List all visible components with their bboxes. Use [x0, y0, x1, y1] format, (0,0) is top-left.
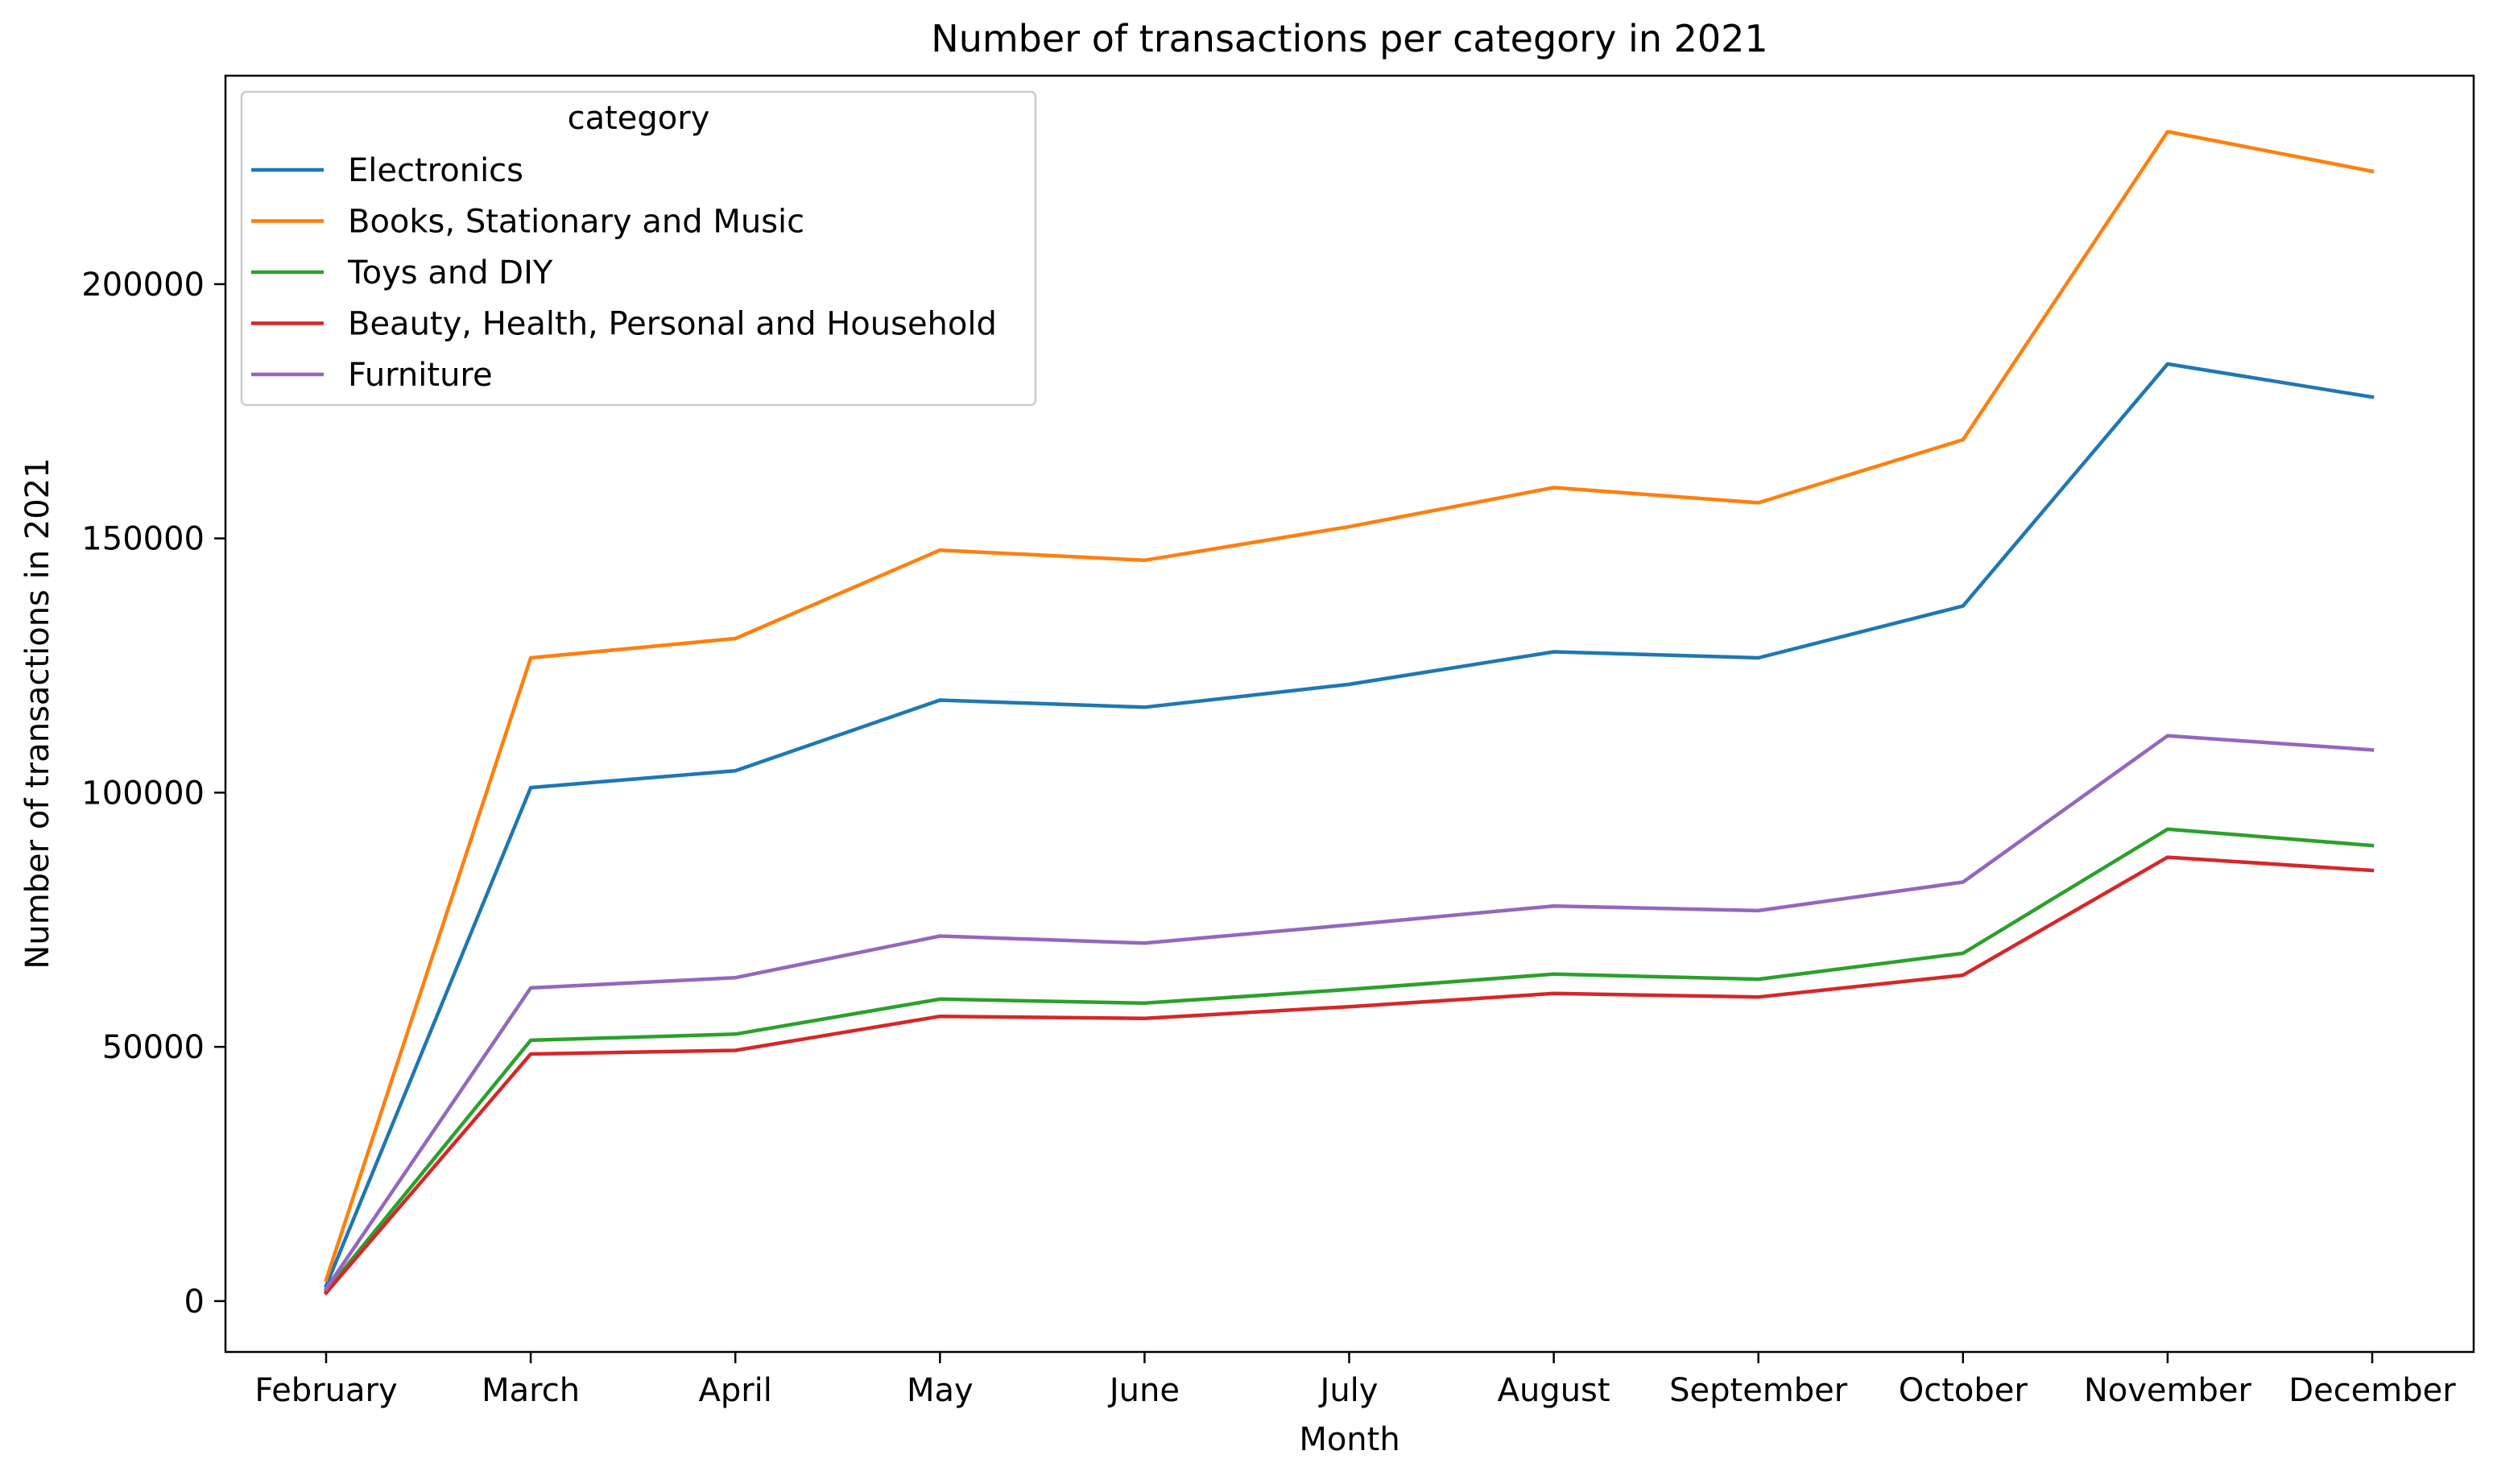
data-point: [529, 786, 533, 790]
x-tick-label: May: [907, 1372, 974, 1409]
chart-title: Number of transactions per category in 2…: [931, 17, 1767, 60]
data-point: [1756, 978, 1760, 982]
data-point: [938, 548, 942, 552]
x-tick-label: August: [1498, 1372, 1610, 1409]
data-point: [938, 934, 942, 938]
data-point: [938, 1015, 942, 1019]
data-point: [734, 1032, 738, 1036]
series-1: [324, 362, 2375, 1288]
data-point: [529, 1052, 533, 1056]
x-axis: February March April May June July August Septe…: [254, 1352, 2456, 1409]
data-point: [1961, 438, 1965, 442]
data-point: [325, 1287, 328, 1291]
y-tick-label: 0: [184, 1284, 205, 1321]
data-point: [1143, 1001, 1147, 1005]
y-tick-label: 100000: [81, 775, 205, 812]
series-line: [323, 827, 2375, 1294]
data-point: [734, 637, 738, 641]
data-point: [1347, 525, 1351, 529]
data-point: [1552, 972, 1556, 976]
data-point: [1143, 705, 1147, 709]
x-tick-label: March: [482, 1372, 580, 1409]
series-5: [323, 734, 2375, 1292]
series-2: [324, 130, 2375, 1283]
x-axis-label: Month: [1299, 1421, 1399, 1458]
data-point: [1143, 558, 1147, 562]
x-tick-label: April: [698, 1372, 771, 1409]
data-point: [734, 769, 738, 773]
legend-entries: Electronics Books, Stationary and Music To…: [251, 152, 997, 394]
data-point: [1347, 987, 1351, 991]
legend: category Electronics Books, Stationary an…: [240, 90, 1037, 407]
legend-label: Furniture: [348, 357, 493, 394]
y-tick-label: 150000: [81, 521, 205, 558]
data-point: [529, 656, 533, 660]
y-tick-label: 50000: [102, 1029, 205, 1066]
data-point: [2165, 734, 2169, 738]
data-point: [1552, 991, 1556, 995]
x-tick-label: September: [1669, 1372, 1848, 1409]
data-point: [1347, 682, 1351, 686]
data-point: [1552, 486, 1556, 490]
series-line: [324, 362, 2375, 1288]
data-point: [325, 1291, 328, 1295]
legend-label: Toys and DIY: [347, 254, 553, 291]
data-point: [2371, 748, 2374, 752]
data-point: [734, 1048, 738, 1052]
data-point: [529, 1038, 533, 1042]
legend-box: [240, 90, 1037, 407]
x-tick-label: October: [1899, 1372, 2028, 1409]
data-point: [529, 986, 533, 990]
legend-label: Electronics: [348, 152, 523, 189]
series-3: [323, 827, 2375, 1294]
data-point: [2165, 130, 2169, 134]
data-point: [2371, 868, 2374, 872]
series-line: [323, 855, 2375, 1296]
data-point: [938, 997, 942, 1001]
data-point: [1961, 604, 1965, 608]
data-point: [2165, 362, 2169, 366]
data-point: [938, 698, 942, 702]
data-point: [2165, 855, 2169, 859]
data-point: [1961, 880, 1965, 884]
y-axis: 0 50000 100000 150000 200000: [81, 267, 225, 1321]
data-point: [1552, 904, 1556, 908]
series-layer: [323, 130, 2375, 1296]
data-point: [2371, 844, 2374, 848]
x-tick-label: June: [1107, 1372, 1180, 1409]
series-4: [323, 855, 2375, 1296]
data-point: [734, 976, 738, 980]
data-point: [1961, 973, 1965, 978]
data-point: [1143, 1016, 1147, 1020]
x-tick-label: December: [2288, 1372, 2456, 1409]
data-point: [1756, 908, 1760, 912]
y-axis-label: Number of transactions in 2021: [19, 457, 56, 969]
data-point: [1961, 951, 1965, 955]
data-point: [325, 1278, 328, 1282]
x-tick-label: July: [1318, 1372, 1379, 1409]
data-point: [1143, 941, 1147, 945]
legend-title: category: [568, 100, 710, 137]
x-tick-label: February: [254, 1372, 397, 1409]
data-point: [1552, 650, 1556, 654]
data-point: [2371, 395, 2374, 399]
data-point: [2165, 827, 2169, 831]
data-point: [1347, 1005, 1351, 1009]
y-tick-label: 200000: [81, 267, 205, 304]
data-point: [1756, 501, 1760, 505]
legend-label: Books, Stationary and Music: [348, 204, 804, 241]
data-point: [1756, 995, 1760, 999]
data-point: [2371, 169, 2374, 173]
x-tick-label: November: [2084, 1372, 2252, 1409]
data-point: [1756, 656, 1760, 660]
legend-label: Beauty, Health, Personal and Household: [348, 306, 997, 343]
data-point: [1347, 923, 1351, 927]
series-line: [323, 734, 2375, 1292]
